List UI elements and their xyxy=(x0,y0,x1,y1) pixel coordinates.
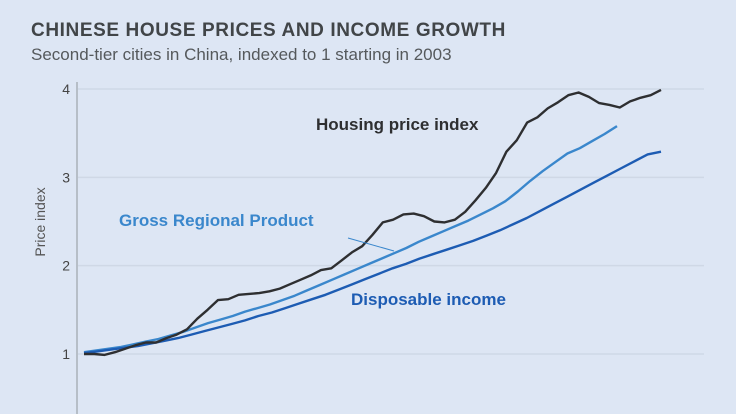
chart-title: CHINESE HOUSE PRICES AND INCOME GROWTH xyxy=(31,20,506,41)
series-line-housing-price-index xyxy=(84,88,662,357)
income-series-label: Disposable income xyxy=(351,290,506,309)
y-tick-label: 4 xyxy=(62,81,70,97)
y-tick-label: 1 xyxy=(62,346,70,362)
chart-subtitle: Second-tier cities in China, indexed to … xyxy=(31,45,452,64)
grp-label-leader-line xyxy=(347,237,395,252)
housing-series-label: Housing price index xyxy=(316,115,479,134)
series-line-disposable-income xyxy=(83,150,662,355)
y-tick-label: 2 xyxy=(62,258,70,274)
grp-series-label: Gross Regional Product xyxy=(119,211,314,230)
y-tick-label: 3 xyxy=(62,169,70,185)
y-axis-label: Price index xyxy=(32,187,48,256)
